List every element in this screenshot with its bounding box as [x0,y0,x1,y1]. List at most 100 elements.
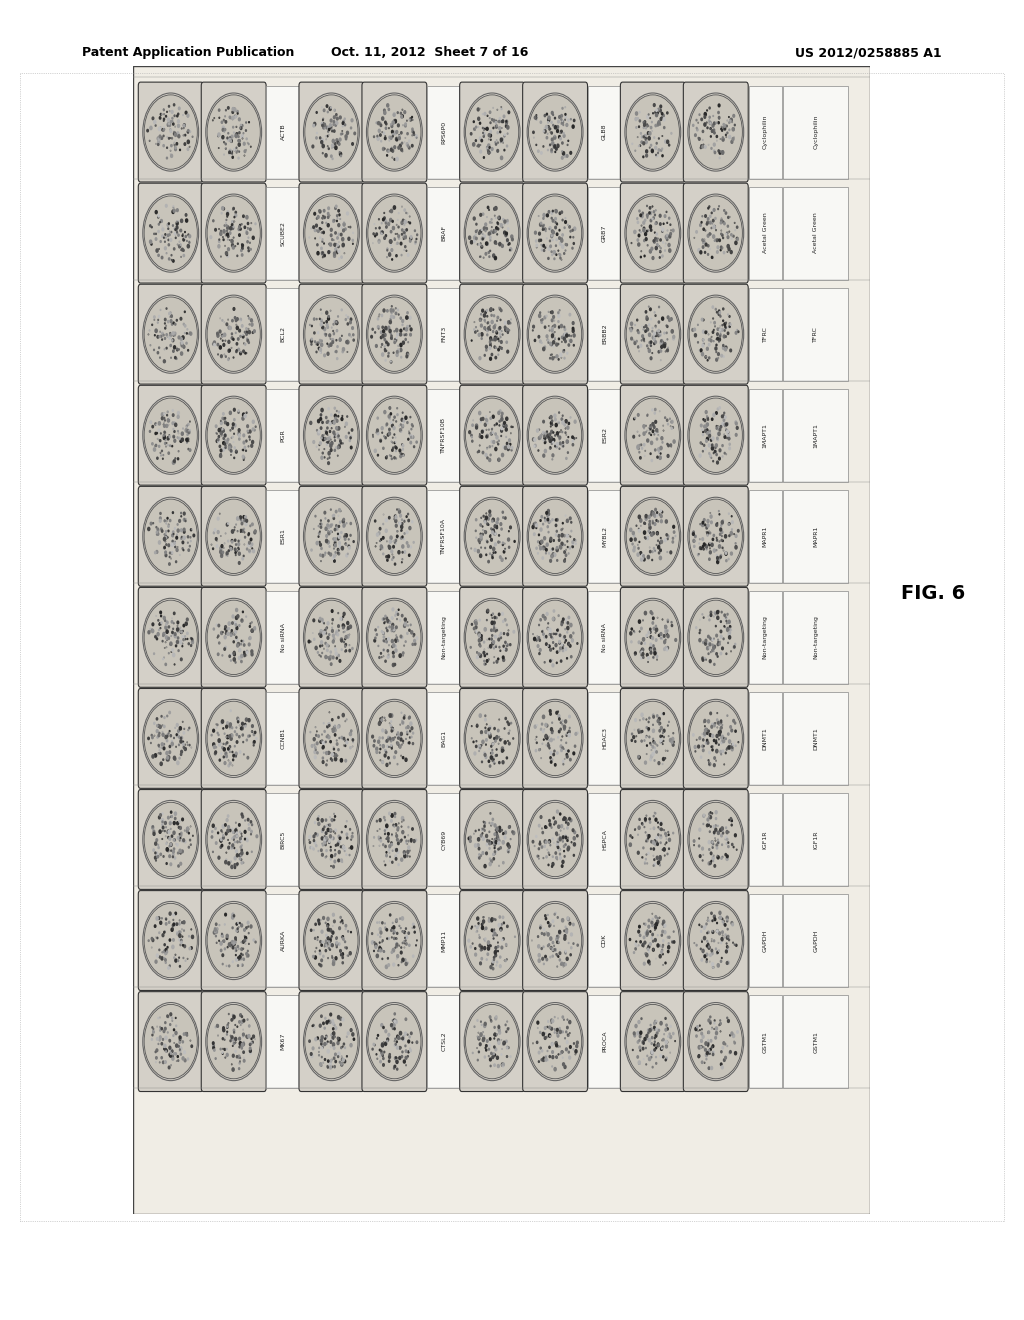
Circle shape [332,931,334,935]
Circle shape [414,634,415,636]
Circle shape [546,335,548,338]
Circle shape [332,1036,334,1039]
Ellipse shape [305,399,358,473]
Circle shape [549,227,551,230]
Circle shape [715,347,717,350]
Circle shape [551,636,552,638]
Circle shape [256,836,258,838]
Circle shape [249,317,250,319]
Circle shape [506,756,508,759]
Ellipse shape [466,803,519,876]
Circle shape [721,960,722,962]
Circle shape [155,754,157,758]
Circle shape [345,759,346,762]
Circle shape [703,543,706,546]
Circle shape [728,733,729,735]
Circle shape [223,437,224,440]
Circle shape [326,1035,327,1038]
Circle shape [651,149,653,153]
Circle shape [406,1051,407,1052]
Circle shape [699,454,701,457]
Circle shape [327,622,329,624]
Circle shape [313,619,314,622]
Circle shape [545,326,546,329]
Circle shape [413,436,414,438]
Circle shape [714,764,715,767]
Circle shape [153,830,155,833]
Circle shape [407,850,409,854]
Circle shape [556,939,558,941]
Circle shape [170,735,171,737]
Circle shape [556,432,558,434]
Circle shape [372,735,374,738]
Circle shape [718,642,719,643]
Circle shape [701,537,703,540]
Circle shape [244,929,246,931]
Circle shape [319,634,322,638]
Circle shape [494,119,495,121]
Circle shape [404,236,407,239]
Text: GLB8: GLB8 [602,124,607,140]
Circle shape [490,121,492,124]
Circle shape [478,1038,480,1040]
Bar [749,591,782,684]
Circle shape [726,422,727,426]
Circle shape [655,334,656,337]
Circle shape [322,853,324,857]
Circle shape [168,123,169,124]
Circle shape [390,725,391,726]
Circle shape [495,1048,497,1051]
Circle shape [708,1043,709,1044]
Circle shape [562,618,564,620]
Circle shape [382,737,383,739]
Circle shape [343,223,345,226]
Circle shape [495,1053,496,1056]
Circle shape [488,1044,490,1047]
Circle shape [724,222,725,224]
Circle shape [333,1047,335,1049]
Circle shape [223,333,225,337]
Circle shape [228,627,229,630]
Circle shape [699,630,700,631]
Circle shape [169,837,171,841]
Circle shape [553,610,555,612]
Text: Cyclophilin: Cyclophilin [813,115,818,149]
Circle shape [539,825,540,826]
Bar [427,793,461,886]
Circle shape [542,249,543,251]
Circle shape [379,242,380,243]
Circle shape [645,932,647,935]
Circle shape [552,1019,554,1023]
Text: IGF1R: IGF1R [813,830,818,849]
Circle shape [646,1038,648,1039]
Circle shape [572,444,573,446]
Circle shape [547,515,548,516]
Ellipse shape [528,297,582,371]
Circle shape [376,751,378,754]
Circle shape [726,429,727,430]
Circle shape [226,1053,228,1056]
Circle shape [233,418,236,421]
Circle shape [545,735,547,738]
Circle shape [389,622,390,623]
Circle shape [165,958,166,961]
Circle shape [176,319,177,321]
Ellipse shape [627,195,679,271]
FancyBboxPatch shape [202,689,266,788]
Circle shape [545,723,547,726]
FancyBboxPatch shape [522,284,588,384]
FancyBboxPatch shape [202,183,266,282]
Circle shape [712,723,714,726]
Circle shape [532,131,535,133]
Circle shape [168,638,169,639]
Circle shape [504,923,505,924]
Circle shape [492,321,494,323]
Circle shape [232,843,233,846]
Circle shape [165,1027,166,1030]
Circle shape [713,539,714,540]
Circle shape [157,725,158,727]
Text: Non-targeting: Non-targeting [763,615,768,659]
Circle shape [550,520,551,523]
Circle shape [551,1027,553,1030]
Circle shape [635,741,636,742]
